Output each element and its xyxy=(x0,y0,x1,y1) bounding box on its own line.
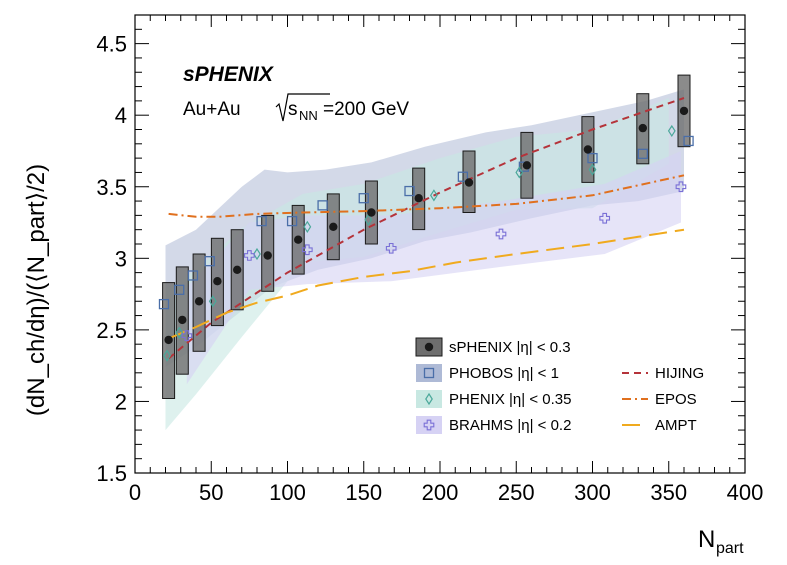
phenix-point xyxy=(253,247,261,261)
system-label: Au+Au xyxy=(183,99,241,120)
legend-label: BRAHMS |η| < 0.2 xyxy=(449,417,571,434)
legend-label: PHENIX |η| < 0.35 xyxy=(449,391,571,408)
phobos-point xyxy=(174,284,185,295)
point-layer xyxy=(158,106,694,362)
x-tick-label: 100 xyxy=(269,480,306,505)
band-3 xyxy=(186,151,682,385)
sphenix-point xyxy=(679,106,689,116)
legend-label: HIJING xyxy=(655,365,704,382)
phobos-point xyxy=(457,171,469,182)
phobos-point xyxy=(187,270,199,281)
brahms-point xyxy=(181,330,193,341)
y-tick-label: 2.5 xyxy=(96,318,127,343)
phenix-point xyxy=(667,124,676,138)
brahms-point xyxy=(495,228,507,240)
energy-prefix: s xyxy=(288,99,298,120)
phobos-point xyxy=(158,298,170,310)
phenix-point xyxy=(208,295,217,308)
phenix-point xyxy=(588,163,597,176)
energy-value: =200 GeV xyxy=(323,99,409,120)
band-2 xyxy=(165,98,669,431)
sphenix-point xyxy=(583,145,593,154)
y-tick-label: 2 xyxy=(115,389,127,414)
x-tick-label: 0 xyxy=(129,480,141,505)
sphenix-point xyxy=(522,161,532,170)
axes-layer: 0 50 100 150 200 250 300 350 400 1.5 2 2.5 3 3.5 4 4.5 xyxy=(96,14,764,505)
sphenix-point xyxy=(464,178,474,187)
x-tick-label: 300 xyxy=(574,480,611,505)
legend-swatch-band xyxy=(416,416,442,434)
x-tick-label: 400 xyxy=(727,480,764,505)
y-axis-title: (dN_ch/dη)/(⟨N_part⟩/2) xyxy=(23,164,50,416)
annotation: sPHENIX Au+Au s NN =200 GeV xyxy=(183,63,409,123)
y-tick-label: 4 xyxy=(115,103,127,128)
sphenix-point xyxy=(213,277,222,286)
legend-label: PHOBOS |η| < 1 xyxy=(449,365,559,382)
y-tick-label: 1.5 xyxy=(96,461,127,486)
sphenix-point xyxy=(329,222,338,231)
x-tick-label: 150 xyxy=(345,480,382,505)
phobos-point xyxy=(683,135,694,147)
sphenix-point xyxy=(414,194,423,203)
experiment-label: sPHENIX xyxy=(183,63,275,86)
legend: sPHENIX |η| < 0.3 HIJING PHOBOS |η| < 1 EPO… xyxy=(415,337,704,434)
sphenix-point xyxy=(178,315,187,325)
sphenix-point xyxy=(638,123,647,133)
legend-label: EPOS xyxy=(655,391,697,408)
phenix-point xyxy=(515,166,524,179)
legend-swatch-band xyxy=(416,364,442,382)
sphenix-point xyxy=(294,235,303,244)
phobos-point xyxy=(286,215,298,227)
legend-swatch-band xyxy=(416,390,442,408)
y-tick-label: 3.5 xyxy=(96,175,127,200)
y-tick-label: 4.5 xyxy=(96,32,127,57)
legend-marker-phobos xyxy=(423,367,435,379)
phenix-point xyxy=(175,326,184,339)
phobos-point xyxy=(256,215,267,227)
brahms-point xyxy=(385,242,397,254)
x-tick-label: 350 xyxy=(650,480,687,505)
brahms-point xyxy=(599,212,611,224)
sphenix-point xyxy=(263,251,272,260)
phobos-point xyxy=(358,193,369,204)
legend-marker-brahms xyxy=(423,419,435,431)
brahms-point xyxy=(301,244,313,256)
model-line-epos xyxy=(168,174,685,218)
sphenix-point xyxy=(194,297,204,306)
legend-label: AMPT xyxy=(655,417,697,434)
phenix-point xyxy=(303,220,312,233)
x-tick-label: 250 xyxy=(498,480,535,505)
model-line-hijing xyxy=(167,97,685,360)
x-tick-label: 50 xyxy=(199,480,223,505)
brahms-point xyxy=(675,181,687,193)
phobos-point xyxy=(317,200,328,211)
phenix-point xyxy=(429,189,438,202)
x-axis-title: N xyxy=(698,526,715,553)
phobos-point xyxy=(637,148,648,159)
legend-marker-phenix xyxy=(425,392,433,406)
legend-label: sPHENIX |η| < 0.3 xyxy=(449,339,571,356)
phobos-point xyxy=(587,152,598,164)
axis-titles: N part (dN_ch/dη)/(⟨N_part⟩/2) xyxy=(23,164,744,557)
brahms-point xyxy=(244,250,255,261)
sphenix-point xyxy=(367,208,376,217)
phenix-point xyxy=(163,349,171,362)
sphenix-point xyxy=(233,265,242,274)
sqrt-symbol xyxy=(275,93,330,122)
phenix-point xyxy=(364,213,373,226)
sphenix-point xyxy=(164,335,173,345)
x-axis-title-subscript: part xyxy=(716,540,744,557)
model-line-ampt xyxy=(168,228,685,340)
legend-marker-sphenix xyxy=(424,342,434,352)
phobos-point xyxy=(404,185,415,197)
x-tick-label: 200 xyxy=(422,480,459,505)
energy-subscript: NN xyxy=(299,108,318,123)
y-tick-label: 3 xyxy=(115,246,127,271)
phobos-point xyxy=(204,256,215,267)
model-line-layer xyxy=(167,97,685,360)
